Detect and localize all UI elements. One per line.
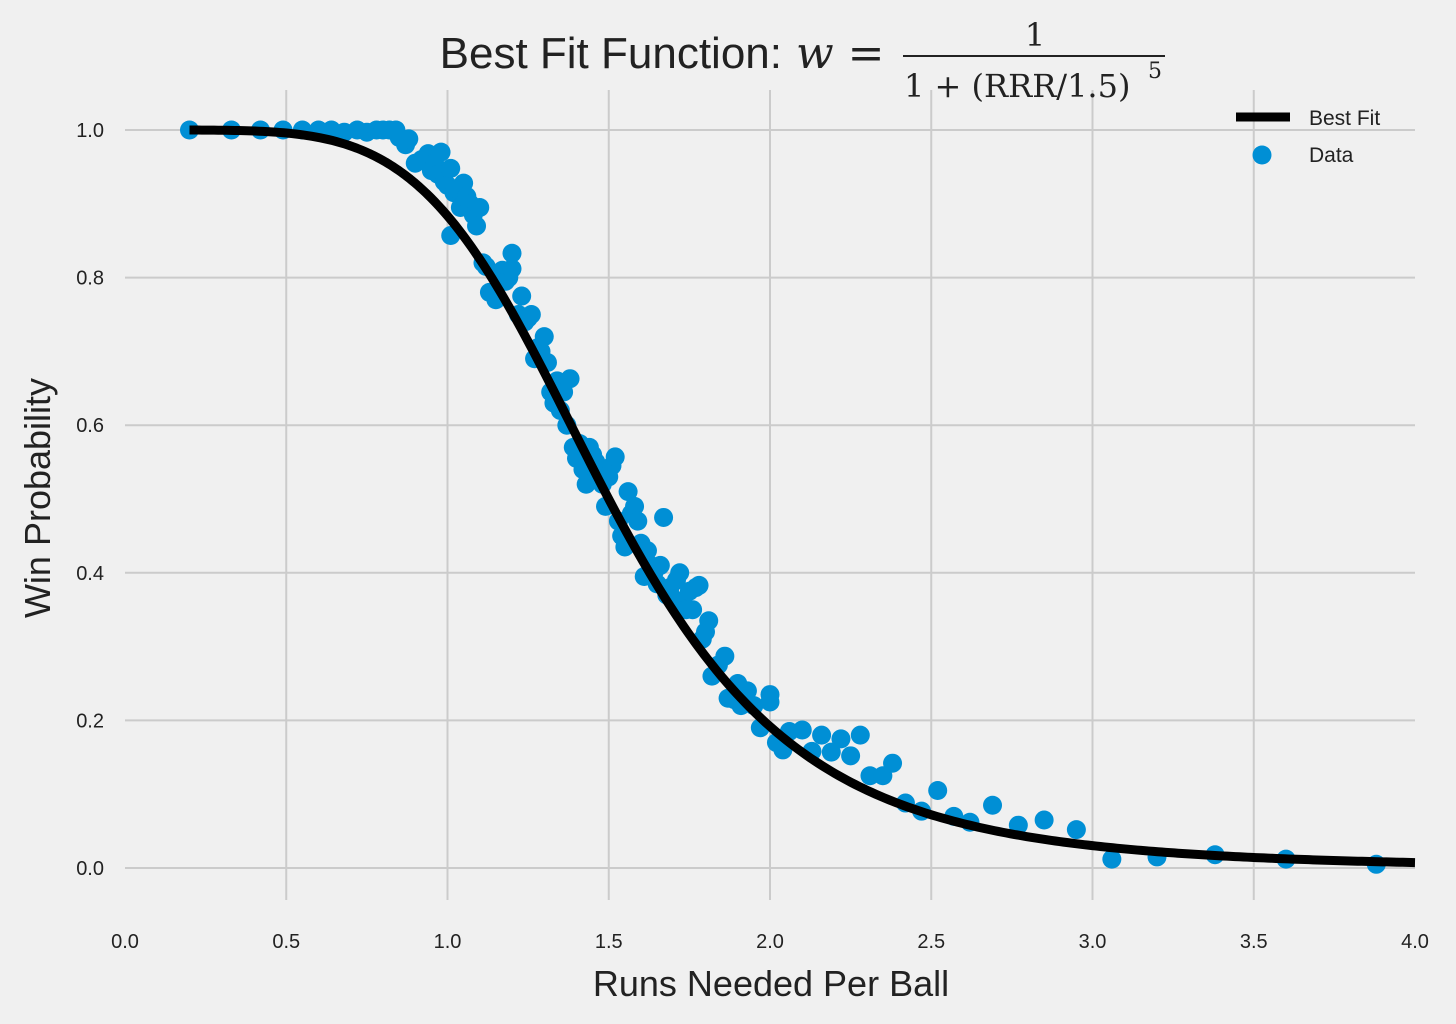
data-point xyxy=(441,158,461,178)
x-tick-label: 3.5 xyxy=(1240,931,1268,953)
legend-label-best-fit: Best Fit xyxy=(1309,107,1380,130)
data-point xyxy=(983,795,1003,815)
data-point xyxy=(699,611,719,631)
y-tick-labels: 0.0 0.2 0.4 0.6 0.8 1.0 xyxy=(76,120,104,880)
data-point xyxy=(683,600,703,620)
x-tick-labels: 0.0 0.5 1.0 1.5 2.0 2.5 3.0 3.5 4.0 xyxy=(111,931,1429,953)
data-point xyxy=(831,729,851,749)
x-tick-label: 1.0 xyxy=(434,931,462,953)
data-point xyxy=(821,742,841,762)
formula-exponent: 5 xyxy=(1148,59,1162,84)
legend-swatch-data xyxy=(1252,145,1272,165)
data-point xyxy=(180,120,199,140)
data-point xyxy=(1102,849,1122,869)
data-point xyxy=(812,725,832,745)
data-point xyxy=(431,142,451,162)
y-tick-label: 0.0 xyxy=(76,858,104,880)
data-point xyxy=(399,129,419,149)
data-point xyxy=(1066,820,1086,840)
data-point xyxy=(502,259,522,279)
x-tick-label: 2.5 xyxy=(917,931,945,953)
data-point xyxy=(928,781,948,801)
y-axis-label: Win Probability xyxy=(17,378,58,618)
x-tick-label: 4.0 xyxy=(1401,931,1429,953)
data-point xyxy=(560,369,580,389)
data-point xyxy=(625,496,645,516)
data-point xyxy=(576,474,596,494)
y-tick-label: 1.0 xyxy=(76,120,104,142)
data-point xyxy=(628,511,648,531)
data-point xyxy=(792,720,812,740)
data-point xyxy=(470,197,490,217)
x-tick-label: 2.0 xyxy=(756,931,784,953)
x-tick-label: 3.0 xyxy=(1079,931,1107,953)
x-axis-label: Runs Needed Per Ball xyxy=(593,963,949,1004)
legend: Best Fit Data xyxy=(1236,107,1380,167)
data-point xyxy=(605,447,625,467)
data-point xyxy=(654,507,674,527)
data-point xyxy=(760,692,780,712)
chart-title: Best Fit Function: w = 1 1 + (RRR/1.5) 5 xyxy=(440,16,1165,105)
data-point xyxy=(502,243,522,263)
data-point xyxy=(650,555,670,575)
data-point xyxy=(850,725,870,745)
data-point xyxy=(670,563,690,583)
data-point xyxy=(534,327,554,347)
x-tick-label: 0.5 xyxy=(272,931,300,953)
data-point xyxy=(841,746,861,766)
data-point xyxy=(883,753,903,773)
y-tick-label: 0.4 xyxy=(76,563,104,585)
data-point xyxy=(618,482,638,502)
formula-denominator: 1 + (RRR/1.5) xyxy=(904,67,1130,105)
data-point xyxy=(1034,810,1054,830)
legend-label-data: Data xyxy=(1309,144,1354,167)
best-fit-line xyxy=(189,125,1416,868)
title-text: Best Fit Function: xyxy=(440,29,782,78)
y-tick-label: 0.8 xyxy=(76,268,104,290)
x-tick-label: 0.0 xyxy=(111,931,139,953)
formula-numerator: 1 xyxy=(1025,16,1045,54)
data-point xyxy=(467,216,487,236)
formula-lhs: w = xyxy=(796,28,885,79)
data-point xyxy=(512,286,532,306)
y-tick-label: 0.2 xyxy=(76,710,104,732)
x-tick-label: 1.5 xyxy=(595,931,623,953)
data-point xyxy=(689,575,709,595)
data-point xyxy=(521,305,541,324)
y-tick-label: 0.6 xyxy=(76,415,104,437)
data-point xyxy=(715,646,735,666)
